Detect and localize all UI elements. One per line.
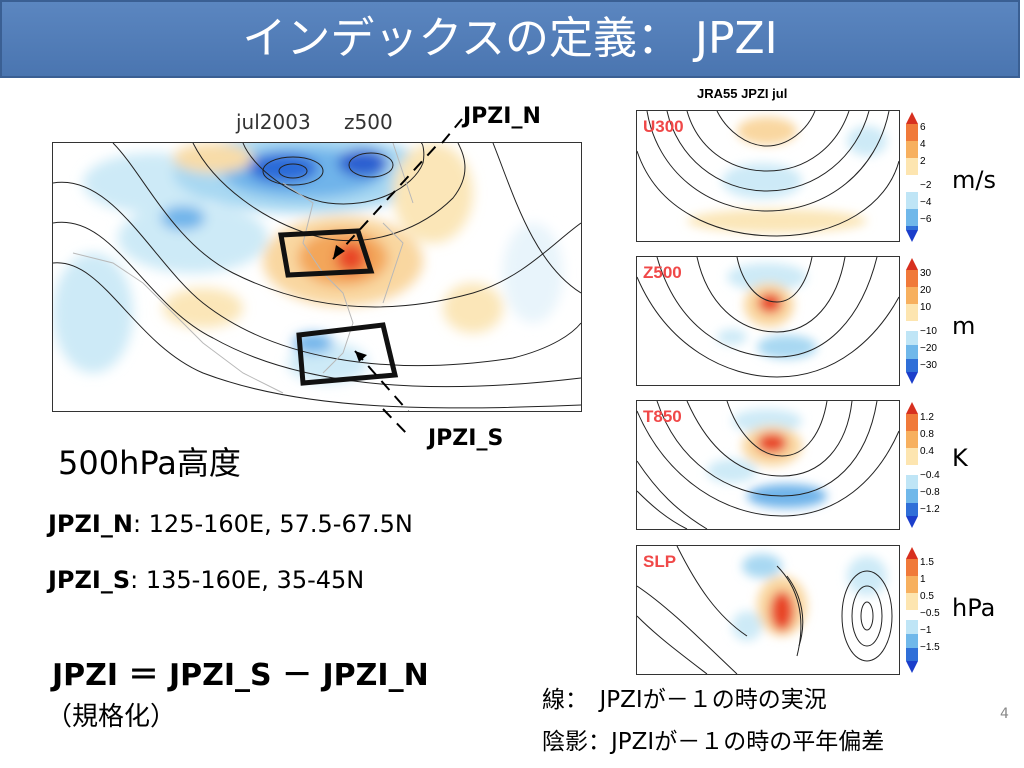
tick-label: −6: [920, 214, 932, 225]
unit-z500: m: [952, 312, 976, 340]
panel-t850: T850: [636, 400, 900, 530]
page-number: 4: [1000, 706, 1009, 722]
label-jpzi-s: JPZI_S: [428, 426, 504, 451]
legend-shading: 陰影：JPZIが－１の時の平年偏差: [542, 729, 885, 755]
tick-label: 4: [920, 139, 926, 150]
tick-label: −1.5: [920, 642, 940, 653]
main-z500-map: [52, 142, 582, 412]
definition-north: JPZI_N: 125-160E, 57.5-67.5N: [48, 510, 413, 538]
panel-slp: SLP: [636, 545, 900, 675]
tick-label: −2: [920, 180, 932, 191]
legend-lines: 線： JPZIが－１の時の実況: [542, 687, 827, 713]
tick-label: 20: [920, 285, 932, 296]
tick-label: 30: [920, 268, 932, 279]
tick-label: −1: [920, 625, 932, 636]
unit-u300: m/s: [952, 166, 996, 194]
tick-label: 1.5: [920, 557, 934, 568]
map-date-label: jul2003: [236, 110, 311, 134]
tick-label: −30: [920, 360, 937, 371]
panel-slp-tag: SLP: [643, 552, 677, 571]
definition-south: JPZI_S: 135-160E, 35-45N: [48, 566, 364, 594]
map-caption: 500hPa高度: [58, 444, 241, 482]
label-jpzi-n: JPZI_N: [463, 104, 541, 129]
unit-t850: K: [952, 444, 968, 472]
panel-z500-tag: Z500: [643, 263, 682, 282]
panel-u300: U300: [636, 110, 900, 242]
colorbar-slp: [906, 547, 918, 673]
tick-label: 0.5: [920, 591, 934, 602]
definition-north-range: : 125-160E, 57.5-67.5N: [132, 510, 413, 538]
normalization-note: （規格化）: [46, 702, 177, 732]
definition-south-name: JPZI_S: [48, 566, 131, 594]
formula: JPZI ＝ JPZI_S － JPZI_N: [52, 658, 429, 693]
tick-label: 0.8: [920, 429, 934, 440]
tick-label: −1.2: [920, 504, 940, 515]
unit-slp: hPa: [952, 594, 996, 622]
tick-label: −10: [920, 326, 937, 337]
tick-label: −0.5: [920, 608, 940, 619]
tick-label: 0.4: [920, 446, 934, 457]
tick-label: 1.2: [920, 412, 934, 423]
panel-t850-tag: T850: [643, 407, 682, 426]
slide-title: インデックスの定義： JPZI: [0, 0, 1020, 78]
tick-label: −20: [920, 343, 937, 354]
tick-label: 10: [920, 302, 932, 313]
tick-label: 1: [920, 574, 926, 585]
panel-u300-tag: U300: [643, 117, 684, 136]
tick-label: 6: [920, 122, 926, 133]
panel-z500: Z500: [636, 256, 900, 386]
colorbar-u300: [906, 112, 918, 242]
definition-north-name: JPZI_N: [48, 510, 133, 538]
tick-label: −0.4: [920, 470, 940, 481]
colorbar-t850: [906, 402, 918, 528]
definition-south-range: : 135-160E, 35-45N: [130, 566, 365, 594]
tick-label: −4: [920, 197, 932, 208]
tick-label: 2: [920, 156, 926, 167]
composite-title: JRA55 JPZI jul: [697, 86, 788, 101]
arrow-to-south-label: [382, 408, 411, 438]
tick-label: −0.8: [920, 487, 940, 498]
arrow-to-north-label: [441, 118, 463, 144]
colorbar-z500: [906, 258, 918, 384]
map-variable-label: z500: [344, 110, 393, 134]
